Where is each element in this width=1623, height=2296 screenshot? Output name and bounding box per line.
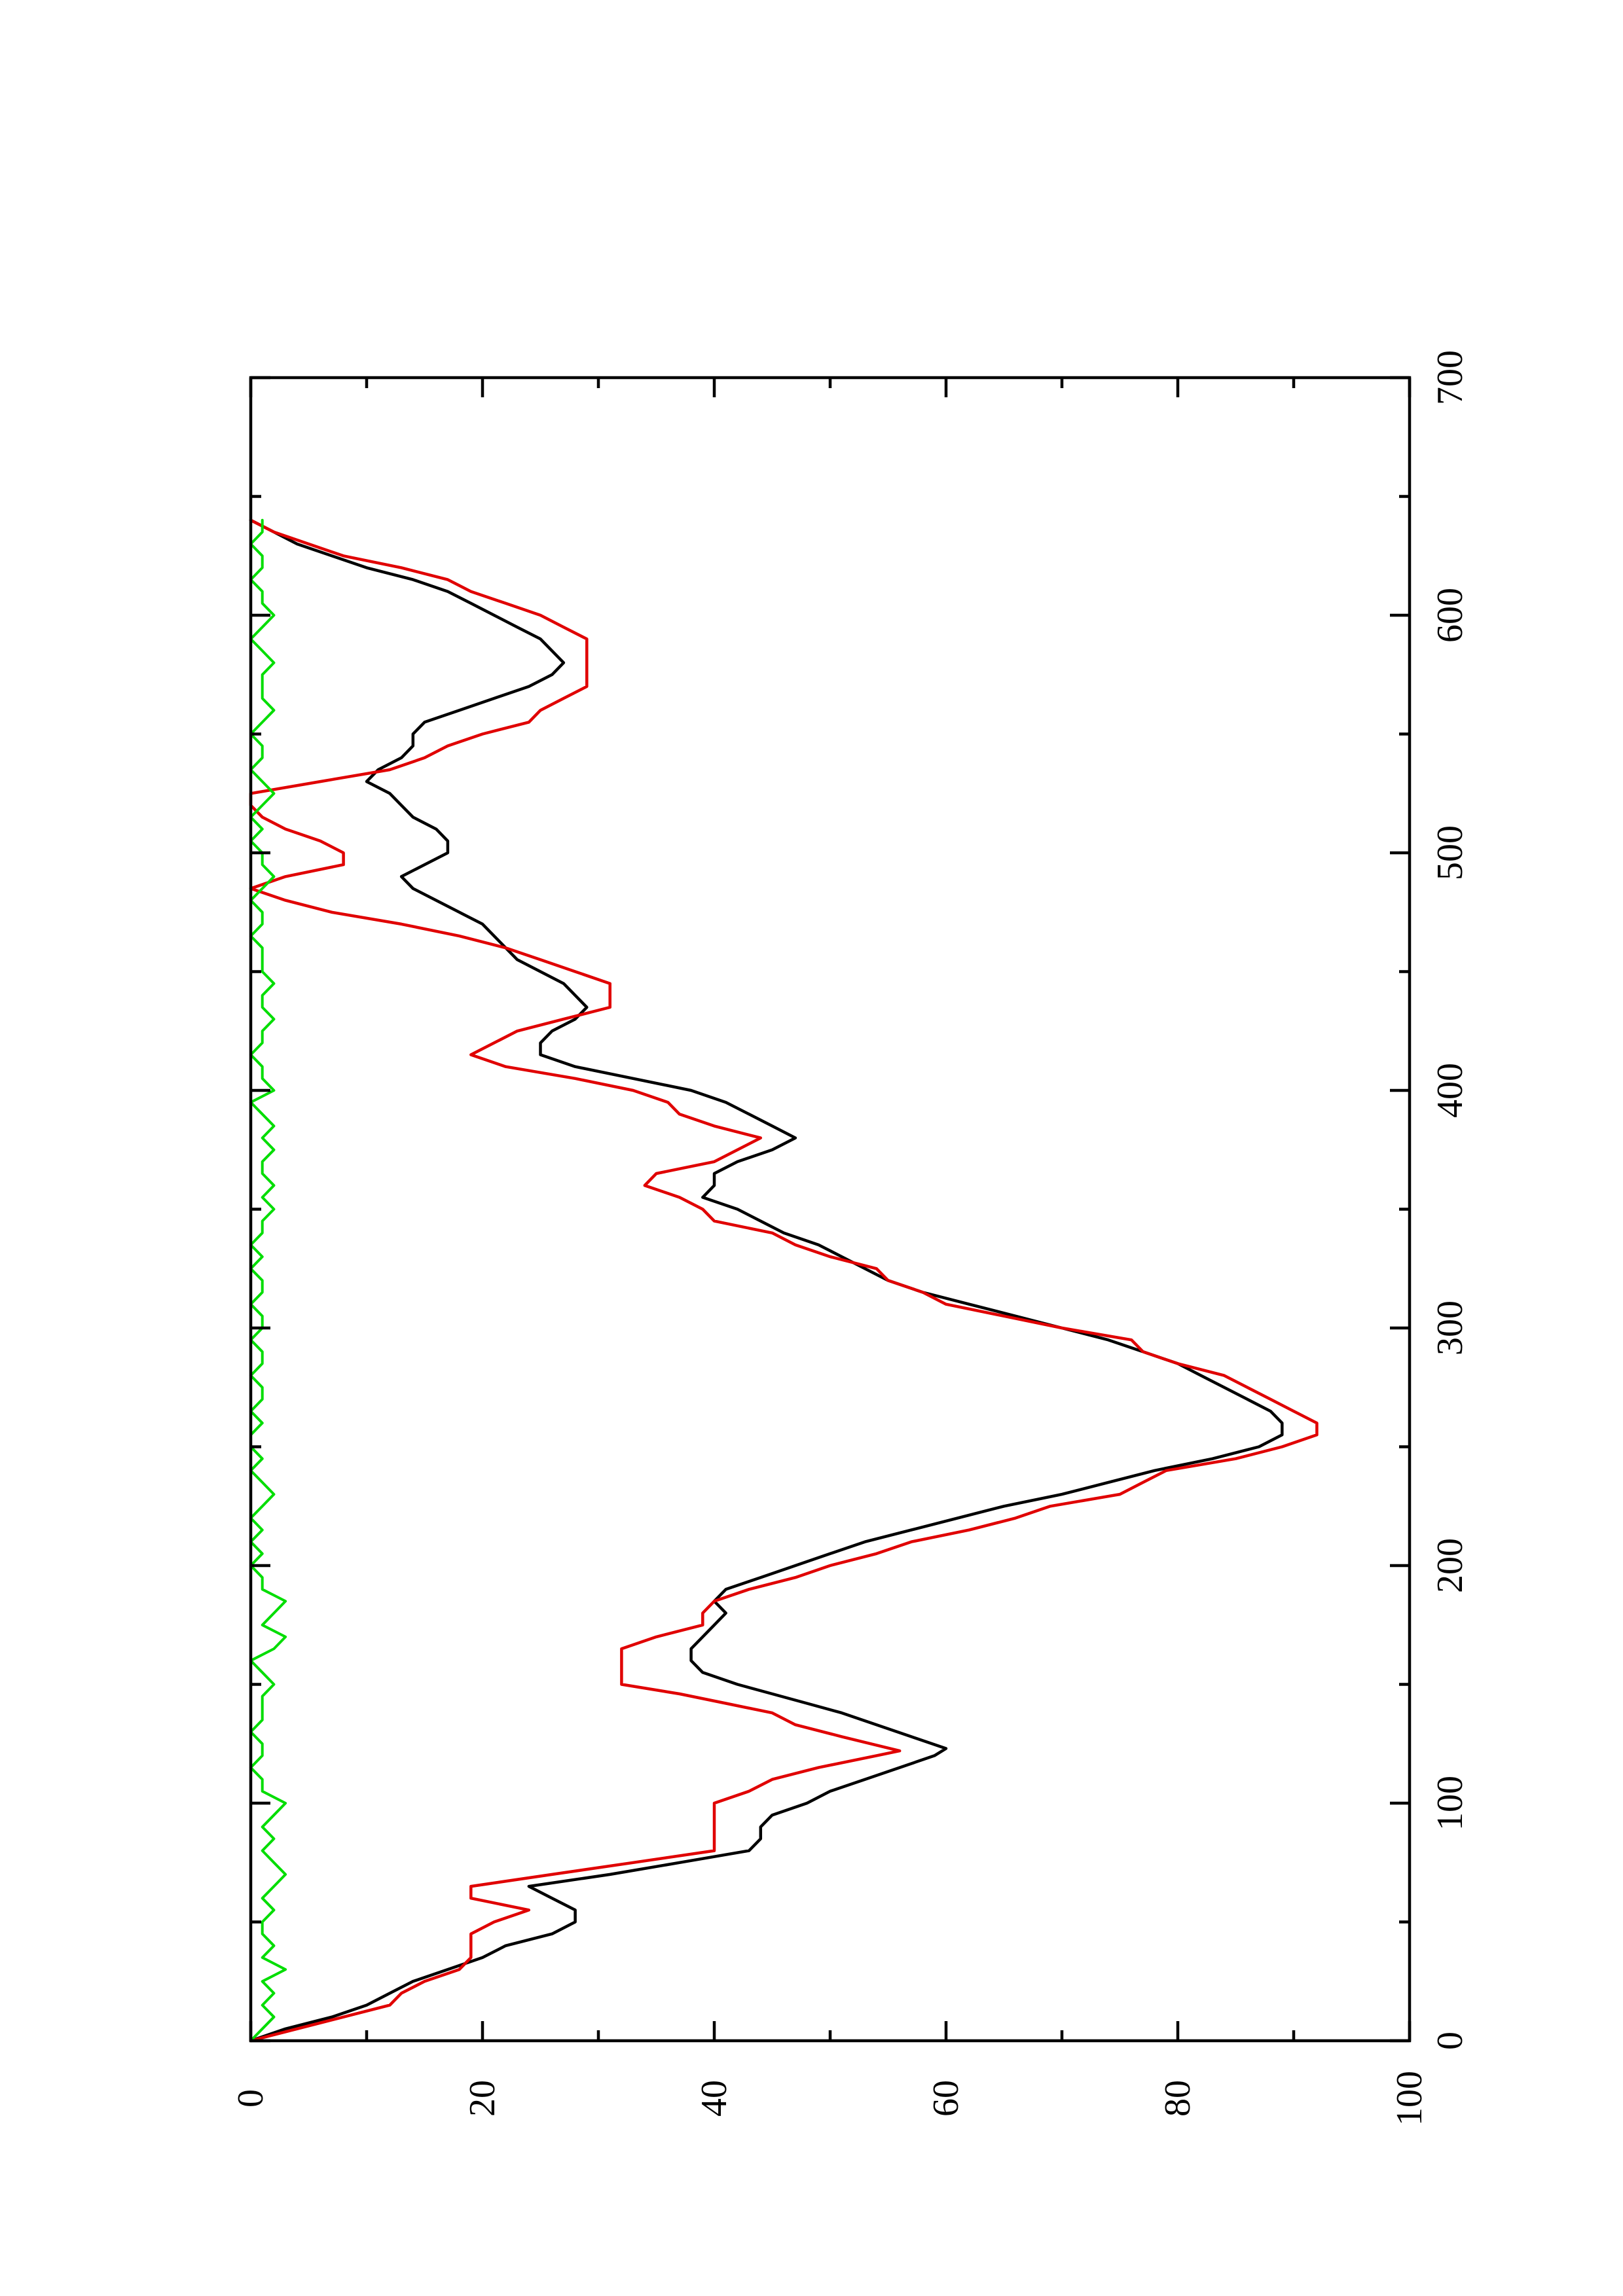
y-tick-label: 0 bbox=[230, 2089, 271, 2108]
x-tick-label: 400 bbox=[1430, 1063, 1470, 1118]
y-tick-label: 20 bbox=[462, 2080, 503, 2117]
x-tick-label: 500 bbox=[1430, 825, 1470, 880]
x-tick-label: 200 bbox=[1430, 1538, 1470, 1593]
x-tick-label: 700 bbox=[1430, 350, 1470, 405]
y-tick-label: 60 bbox=[926, 2080, 966, 2117]
tick-label-layer: 0 100 200 300 400 500 600 700 0 20 40 60 80 100 bbox=[230, 350, 1470, 2126]
red-series-line bbox=[249, 518, 1319, 2043]
tick-layer bbox=[249, 376, 1412, 2043]
y-tick-label: 80 bbox=[1158, 2080, 1198, 2117]
y-tick-label: 40 bbox=[694, 2080, 735, 2117]
x-tick-label: 100 bbox=[1430, 1776, 1470, 1831]
x-tick-label: 600 bbox=[1430, 588, 1470, 643]
black-series-line bbox=[249, 518, 1284, 2043]
y-tick-label: 100 bbox=[1389, 2071, 1430, 2126]
x-tick-label: 0 bbox=[1430, 2032, 1470, 2050]
x-tick-label: 300 bbox=[1430, 1300, 1470, 1355]
green-series-line bbox=[249, 518, 287, 2042]
series-layer bbox=[249, 518, 1319, 2043]
